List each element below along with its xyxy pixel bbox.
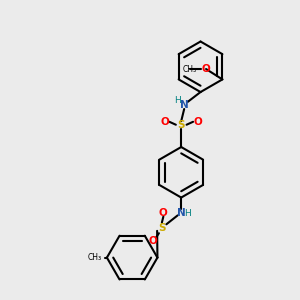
- Text: CH₃: CH₃: [183, 64, 197, 74]
- Text: N: N: [180, 100, 189, 110]
- Text: O: O: [159, 208, 168, 218]
- Text: H: H: [174, 96, 181, 105]
- Text: O: O: [160, 117, 169, 127]
- Text: CH₃: CH₃: [87, 253, 102, 262]
- Text: S: S: [158, 223, 166, 233]
- Text: O: O: [202, 64, 210, 74]
- Text: O: O: [193, 117, 202, 127]
- Text: S: S: [178, 120, 185, 130]
- Text: O: O: [148, 236, 157, 246]
- Text: H: H: [184, 208, 191, 217]
- Text: N: N: [177, 208, 186, 218]
